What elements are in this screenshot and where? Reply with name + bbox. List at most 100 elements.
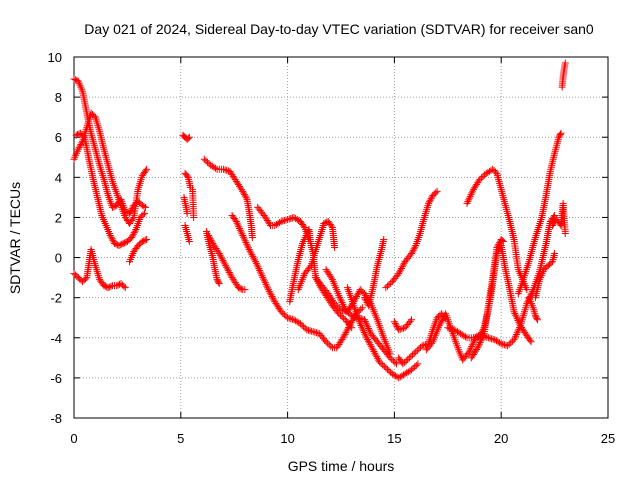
data-point: [470, 337, 478, 345]
data-point: [279, 217, 287, 225]
data-point: [222, 262, 230, 270]
data-point: [551, 211, 559, 219]
data-point: [363, 334, 371, 342]
data-point: [513, 329, 521, 337]
data-point: [129, 232, 137, 240]
x-tick-label: 15: [387, 431, 401, 446]
data-point: [261, 279, 269, 287]
data-point: [254, 263, 262, 271]
data-point: [387, 279, 395, 287]
data-point: [241, 286, 249, 294]
data-point: [338, 313, 346, 321]
data-point: [218, 255, 226, 263]
axis-ticks: 0 5 10 15 20 25 -8 -6 -4 -2 0 2 4 6 8 10: [48, 50, 616, 446]
data-point: [511, 309, 519, 317]
data-point: [468, 341, 476, 349]
data-point: [244, 244, 252, 252]
data-point: [215, 278, 223, 286]
data-point: [118, 240, 126, 248]
data-point: [420, 341, 428, 349]
data-point: [106, 283, 114, 291]
data-point: [401, 358, 409, 366]
data-point: [107, 233, 115, 241]
data-point: [404, 355, 412, 363]
data-point: [108, 203, 116, 211]
data-point: [129, 215, 137, 223]
data-point: [439, 315, 447, 323]
data-point: [395, 326, 403, 334]
y-tick-label: 6: [55, 130, 62, 145]
data-point: [415, 345, 423, 353]
data-point: [288, 214, 296, 222]
data-point: [248, 251, 256, 259]
data-point: [396, 325, 404, 333]
data-point: [359, 327, 367, 335]
data-point: [141, 236, 149, 244]
data-point: [374, 354, 382, 362]
data-point: [243, 240, 251, 248]
data-point: [226, 270, 234, 278]
data-point: [476, 175, 484, 183]
series-track-13: [205, 231, 249, 294]
data-point: [233, 219, 241, 227]
series-track-33: [558, 59, 569, 91]
data-point: [471, 333, 479, 341]
data-point: [512, 313, 520, 321]
data-point: [246, 247, 254, 255]
series-track-18: [311, 274, 394, 358]
y-tick-label: 4: [55, 170, 62, 185]
data-point: [241, 192, 249, 200]
data-point: [390, 318, 398, 326]
data-point: [340, 332, 348, 340]
data-point: [252, 259, 260, 267]
data-point: [183, 172, 191, 180]
data-point: [407, 316, 415, 324]
data-point: [556, 131, 564, 139]
data-point: [143, 165, 151, 173]
data-point: [78, 139, 86, 147]
data-point: [476, 339, 484, 347]
data-point: [279, 309, 287, 317]
series-track-23: [390, 316, 415, 334]
data-point: [474, 344, 482, 352]
data-point: [433, 187, 441, 195]
data-point: [340, 314, 348, 322]
data-point: [411, 363, 419, 371]
data-point: [465, 194, 473, 202]
data-point: [304, 326, 312, 334]
data-point: [239, 231, 247, 239]
data-point: [494, 242, 502, 250]
data-point: [338, 299, 346, 307]
data-point: [260, 277, 268, 285]
data-point: [527, 338, 535, 346]
data-point: [504, 342, 512, 350]
data-point: [236, 224, 244, 232]
data-point: [380, 362, 388, 370]
data-point: [236, 284, 244, 292]
data-point: [331, 300, 339, 308]
data-point: [468, 189, 476, 197]
x-tick-label: 10: [280, 431, 294, 446]
data-point: [359, 325, 367, 333]
data-point: [385, 367, 393, 375]
data-point: [407, 366, 415, 374]
data-point: [126, 208, 134, 216]
data-point: [379, 361, 387, 369]
data-point: [287, 315, 295, 323]
data-point: [280, 311, 288, 319]
data-point: [425, 198, 433, 206]
data-point: [104, 284, 112, 292]
data-point: [473, 333, 481, 341]
data-point: [411, 243, 419, 251]
data-point: [386, 354, 394, 362]
data-point: [221, 166, 229, 174]
data-point: [357, 321, 365, 329]
data-point: [383, 365, 391, 373]
data-point: [407, 352, 415, 360]
data-point: [391, 358, 399, 366]
data-point: [510, 308, 518, 316]
data-point: [138, 238, 146, 246]
data-point: [284, 215, 292, 223]
data-point: [207, 236, 215, 244]
data-point: [322, 338, 330, 346]
